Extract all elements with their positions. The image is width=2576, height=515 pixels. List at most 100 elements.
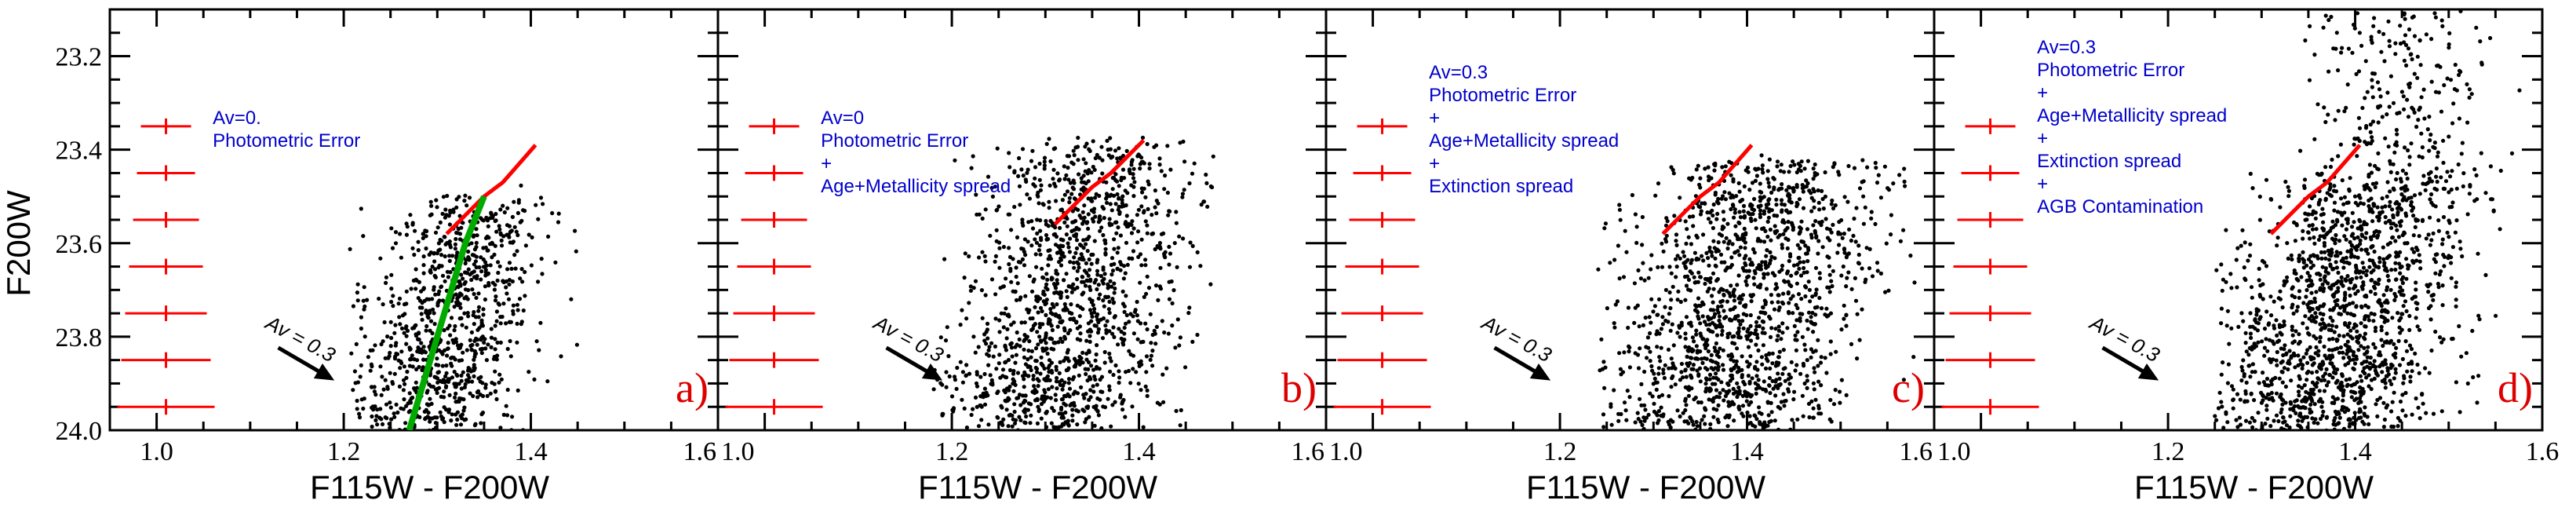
star-point <box>467 375 472 380</box>
star-point <box>1703 340 1708 345</box>
star-point <box>2282 283 2286 287</box>
star-point <box>1758 264 1763 268</box>
star-point <box>1075 303 1080 308</box>
star-point <box>1156 298 1160 302</box>
star-point <box>1699 429 1702 430</box>
star-point <box>1658 359 1663 363</box>
star-point <box>521 308 526 313</box>
star-point <box>1792 389 1797 394</box>
star-point <box>1857 338 1862 342</box>
star-point <box>1167 297 1172 301</box>
star-point <box>398 366 403 371</box>
star-point <box>1708 388 1713 393</box>
star-point <box>1774 197 1779 202</box>
star-point <box>2300 385 2305 390</box>
star-point <box>1812 199 1816 203</box>
star-point <box>455 373 460 378</box>
star-point <box>1088 334 1092 338</box>
star-point <box>1057 313 1062 318</box>
star-point <box>1715 211 1720 216</box>
star-point <box>464 294 468 299</box>
star-point <box>1789 200 1794 205</box>
star-point <box>1190 171 1195 176</box>
star-point <box>404 375 409 380</box>
star-point <box>393 230 399 235</box>
star-point <box>483 337 487 342</box>
star-point <box>1106 282 1110 287</box>
star-point <box>1601 412 1606 417</box>
star-point <box>1143 263 1148 268</box>
star-point <box>361 234 366 239</box>
star-point <box>1749 261 1754 265</box>
star-point <box>404 342 409 346</box>
star-point <box>2334 324 2339 329</box>
star-point <box>1131 249 1136 254</box>
star-point <box>1886 288 1891 293</box>
star-point <box>1107 194 1113 199</box>
star-point <box>2352 326 2356 331</box>
star-point <box>1791 159 1795 164</box>
star-point <box>1744 399 1749 404</box>
star-point <box>1717 232 1722 236</box>
star-point <box>1055 171 1060 176</box>
star-point <box>1160 372 1165 377</box>
star-point <box>1072 153 1077 158</box>
star-point <box>1901 228 1906 232</box>
star-point <box>1846 163 1851 169</box>
star-point <box>507 224 512 228</box>
star-point <box>1095 258 1100 262</box>
star-point <box>1000 405 1004 410</box>
star-point <box>1780 301 1786 306</box>
star-point <box>383 415 388 420</box>
star-point <box>421 254 426 259</box>
star-point <box>1094 278 1099 283</box>
star-point <box>493 347 497 352</box>
reddening-arrow <box>885 345 943 381</box>
y-tick-label: 23.8 <box>56 323 103 352</box>
star-point <box>1041 203 1046 207</box>
star-point <box>1722 260 1727 265</box>
star-point <box>1675 408 1680 413</box>
star-point <box>1131 226 1136 231</box>
star-point <box>1801 189 1805 194</box>
star-point <box>1813 170 1817 175</box>
star-point <box>2305 360 2310 365</box>
star-point <box>1079 216 1084 221</box>
star-point <box>1093 377 1098 382</box>
star-point <box>388 426 392 430</box>
star-point <box>516 308 520 312</box>
star-point <box>1018 418 1023 422</box>
star-point <box>2385 309 2389 314</box>
star-point <box>1079 176 1084 181</box>
star-point <box>1736 365 1741 371</box>
star-point <box>1125 262 1130 267</box>
star-point <box>1712 345 1717 350</box>
star-point <box>507 282 512 287</box>
star-point <box>1061 243 1066 249</box>
star-point <box>493 218 497 224</box>
star-point <box>375 422 380 427</box>
star-point <box>1109 284 1114 289</box>
star-point <box>1079 187 1084 192</box>
star-point <box>1009 345 1015 350</box>
star-point <box>993 292 998 297</box>
star-points <box>2213 168 2503 430</box>
annotation-line: + <box>1429 153 1440 174</box>
star-point <box>1609 404 1613 409</box>
star-point <box>1139 359 1143 363</box>
star-point <box>1741 209 1746 214</box>
star-point <box>1166 213 1171 217</box>
star-point <box>1756 378 1761 382</box>
star-point <box>1762 272 1766 276</box>
star-point <box>1818 360 1824 365</box>
star-point <box>931 387 936 392</box>
star-point <box>1754 328 1758 333</box>
star-point <box>1853 298 1859 303</box>
star-point <box>2460 254 2465 259</box>
star-point <box>497 302 502 307</box>
star-point <box>472 322 476 327</box>
star-point <box>1047 206 1051 210</box>
star-point <box>517 297 523 301</box>
star-point <box>479 374 483 379</box>
star-point <box>1098 292 1102 297</box>
